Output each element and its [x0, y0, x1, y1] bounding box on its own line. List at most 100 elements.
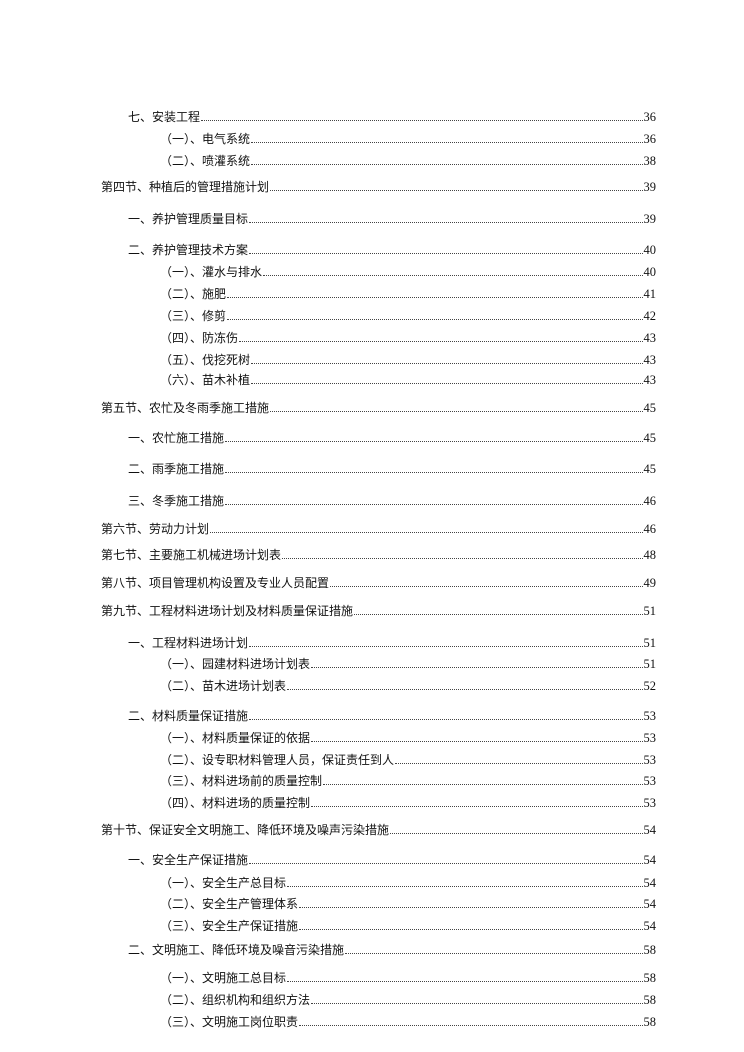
toc-entry-page: 39	[643, 212, 657, 226]
toc-entry[interactable]: （二）、安全生产管理体系 54	[160, 896, 656, 912]
toc-entry-title: 三、冬季施工措施	[128, 494, 225, 508]
toc-entry-title: （一）、电气系统	[160, 132, 251, 146]
toc-entry-page: 54	[643, 823, 657, 837]
toc-entry-page: 45	[643, 401, 657, 415]
toc-entry[interactable]: （一）、安全生产总目标 54	[160, 875, 656, 891]
toc-entry[interactable]: 第八节、项目管理机构设置及专业人员配置 49	[101, 575, 656, 591]
toc-leader-dots	[249, 222, 643, 223]
toc-entry[interactable]: 第十节、保证安全文明施工、降低环境及噪声污染措施 54	[101, 822, 656, 838]
toc-entry-page: 58	[643, 971, 657, 985]
toc-entry-title: 一、养护管理质量目标	[128, 212, 249, 226]
toc-entry-title: （二）、安全生产管理体系	[160, 897, 299, 911]
toc-leader-dots	[270, 411, 643, 412]
toc-entry[interactable]: （三）、材料进场前的质量控制 53	[160, 773, 656, 789]
toc-entry-title: 第七节、主要施工机械进场计划表	[101, 548, 282, 562]
toc-leader-dots	[270, 190, 643, 191]
toc-leader-dots	[210, 532, 643, 533]
toc-leader-dots	[239, 341, 643, 342]
toc-entry[interactable]: 第五节、农忙及冬雨季施工措施 45	[101, 400, 656, 416]
toc-leader-dots	[249, 253, 643, 254]
toc-entry[interactable]: 七、安装工程 36	[128, 109, 656, 125]
toc-leader-dots	[354, 614, 643, 615]
toc-leader-dots	[311, 741, 643, 742]
toc-entry-page: 53	[643, 731, 657, 745]
toc-entry[interactable]: 二、材料质量保证措施 53	[128, 708, 656, 724]
toc-entry-title: （一）、园建材料进场计划表	[160, 657, 311, 671]
toc-entry-title: （四）、材料进场的质量控制	[160, 796, 311, 810]
toc-entry[interactable]: （三）、文明施工岗位职责 58	[160, 1014, 656, 1030]
toc-entry[interactable]: （一）、文明施工总目标 58	[160, 970, 656, 986]
toc-entry-page: 48	[643, 548, 657, 562]
toc-entry-title: （二）、喷灌系统	[160, 154, 251, 168]
toc-leader-dots	[287, 689, 643, 690]
toc-entry-page: 58	[643, 993, 657, 1007]
toc-leader-dots	[225, 472, 643, 473]
toc-entry[interactable]: 一、安全生产保证措施 54	[128, 852, 656, 868]
toc-entry[interactable]: 第七节、主要施工机械进场计划表 48	[101, 547, 656, 563]
toc-entry[interactable]: 第四节、种植后的管理措施计划 39	[101, 179, 656, 195]
toc-leader-dots	[263, 275, 643, 276]
toc-leader-dots	[251, 142, 643, 143]
toc-entry[interactable]: （二）、喷灌系统 38	[160, 153, 656, 169]
toc-entry-page: 40	[643, 243, 657, 257]
toc-entry-title: （三）、文明施工岗位职责	[160, 1015, 299, 1029]
toc-entry[interactable]: 一、农忙施工措施 45	[128, 430, 656, 446]
toc-entry[interactable]: （三）、安全生产保证措施 54	[160, 918, 656, 934]
toc-entry-title: （一）、安全生产总目标	[160, 876, 287, 890]
toc-entry[interactable]: 三、冬季施工措施 46	[128, 493, 656, 509]
toc-entry[interactable]: （三）、修剪 42	[160, 308, 656, 324]
toc-leader-dots	[299, 929, 643, 930]
toc-entry[interactable]: 一、工程材料进场计划 51	[128, 635, 656, 651]
toc-entry[interactable]: 第九节、工程材料进场计划及材料质量保证措施 51	[101, 603, 656, 619]
toc-entry[interactable]: 一、养护管理质量目标 39	[128, 211, 656, 227]
toc-entry[interactable]: （四）、材料进场的质量控制 53	[160, 795, 656, 811]
toc-leader-dots	[251, 363, 643, 364]
toc-leader-dots	[249, 863, 643, 864]
toc-entry[interactable]: 二、雨季施工措施 45	[128, 461, 656, 477]
toc-leader-dots	[287, 981, 643, 982]
toc-leader-dots	[311, 1003, 643, 1004]
toc-entry-title: （五）、伐挖死树	[160, 353, 251, 367]
toc-entry-page: 53	[643, 796, 657, 810]
toc-entry-title: （四）、防冻伤	[160, 331, 239, 345]
toc-entry-page: 42	[643, 309, 657, 323]
toc-entry-title: 一、安全生产保证措施	[128, 853, 249, 867]
toc-entry-page: 46	[643, 522, 657, 536]
toc-entry[interactable]: （一）、园建材料进场计划表 51	[160, 656, 656, 672]
toc-leader-dots	[225, 441, 643, 442]
toc-leader-dots	[323, 784, 643, 785]
toc-entry[interactable]: （一）、电气系统 36	[160, 131, 656, 147]
toc-entry-page: 53	[643, 774, 657, 788]
toc-entry-page: 51	[643, 604, 657, 618]
toc-entry[interactable]: （二）、设专职材料管理人员，保证责任到人 53	[160, 752, 656, 768]
toc-entry-page: 36	[643, 132, 657, 146]
toc-entry[interactable]: （四）、防冻伤 43	[160, 330, 656, 346]
toc-entry[interactable]: （六）、苗木补植 43	[160, 372, 656, 388]
toc-entry[interactable]: （二）、组织机构和组织方法 58	[160, 992, 656, 1008]
toc-entry-title: 二、养护管理技术方案	[128, 243, 249, 257]
toc-entry[interactable]: （二）、施肥 41	[160, 286, 656, 302]
toc-entry-page: 36	[643, 110, 657, 124]
toc-entry-page: 58	[643, 1015, 657, 1029]
toc-entry[interactable]: （一）、材料质量保证的依据 53	[160, 730, 656, 746]
toc-entry-page: 54	[643, 919, 657, 933]
toc-entry[interactable]: 二、养护管理技术方案 40	[128, 242, 656, 258]
toc-entry[interactable]: （五）、伐挖死树 43	[160, 352, 656, 368]
toc-entry-page: 39	[643, 180, 657, 194]
toc-entry-title: 二、材料质量保证措施	[128, 709, 249, 723]
toc-entry[interactable]: （一）、灌水与排水 40	[160, 264, 656, 280]
toc-entry-page: 38	[643, 154, 657, 168]
toc-entry[interactable]: 二、文明施工、降低环境及噪音污染措施 58	[128, 942, 656, 958]
toc-entry[interactable]: 第六节、劳动力计划 46	[101, 521, 656, 537]
toc-entry-page: 53	[643, 709, 657, 723]
toc-entry-page: 41	[643, 287, 657, 301]
toc-entry-title: （二）、组织机构和组织方法	[160, 993, 311, 1007]
toc-leader-dots	[251, 383, 643, 384]
toc-entry[interactable]: （二）、苗木进场计划表 52	[160, 678, 656, 694]
toc-entry-page: 43	[643, 373, 657, 387]
toc-entry-title: （一）、文明施工总目标	[160, 971, 287, 985]
toc-entry-page: 40	[643, 265, 657, 279]
toc-entry-title: 第十节、保证安全文明施工、降低环境及噪声污染措施	[101, 823, 390, 837]
toc-entry-title: 一、工程材料进场计划	[128, 636, 249, 650]
toc-leader-dots	[395, 763, 643, 764]
